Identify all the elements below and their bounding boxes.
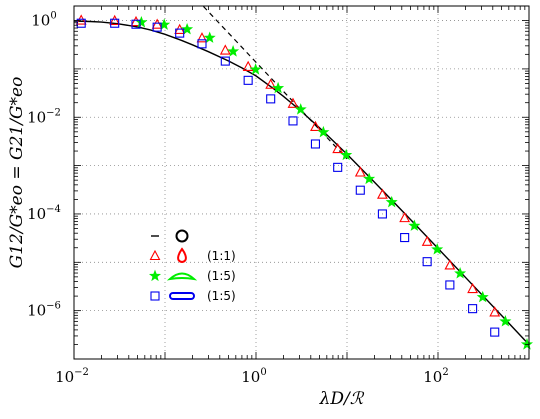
star-marker bbox=[476, 290, 489, 303]
square-marker bbox=[400, 233, 410, 243]
square-marker bbox=[243, 75, 253, 85]
legend-circle-shape bbox=[175, 229, 189, 243]
triangle-marker bbox=[399, 211, 411, 223]
triangle-marker bbox=[109, 14, 121, 26]
star-marker bbox=[520, 338, 534, 350]
legend-label: (1:5) bbox=[207, 269, 236, 283]
star-marker bbox=[317, 125, 330, 138]
star-marker bbox=[272, 81, 285, 94]
triangle-marker bbox=[242, 60, 254, 71]
square-marker bbox=[266, 94, 276, 104]
square-marker bbox=[175, 28, 185, 38]
legend-triangle-marker bbox=[149, 249, 161, 261]
legend: (1:1) (1:5) (1:5) bbox=[148, 229, 236, 303]
legend-label: (1:5) bbox=[207, 289, 236, 303]
x-tick-label: 100 bbox=[241, 367, 266, 386]
y-tick-label: 10−2 bbox=[27, 107, 61, 126]
star-marker bbox=[181, 22, 194, 35]
star-marker bbox=[249, 63, 262, 75]
triangle-marker bbox=[489, 306, 501, 317]
triangle-marker bbox=[332, 142, 344, 154]
square-marker bbox=[422, 257, 432, 267]
tick-labels: 10−2 100 102 100 10−2 10−4 10−6 bbox=[27, 11, 449, 386]
legend-label: (1:1) bbox=[207, 249, 236, 263]
star-marker bbox=[294, 103, 307, 115]
triangle-marker bbox=[421, 235, 433, 246]
y-tick-label: 100 bbox=[31, 11, 56, 30]
x-axis-label: λD/ℛ bbox=[319, 389, 365, 409]
triangle-marker bbox=[196, 32, 208, 43]
legend-drop-shape bbox=[177, 247, 187, 264]
star-marker bbox=[227, 45, 240, 57]
star-marker bbox=[363, 172, 376, 185]
square-marker bbox=[110, 18, 120, 28]
y-tick-label: 10−6 bbox=[27, 301, 61, 320]
triangle-marker bbox=[467, 282, 479, 294]
triangle-marker bbox=[75, 14, 87, 25]
square-marker bbox=[197, 39, 207, 49]
axes-frame bbox=[73, 5, 530, 360]
triangle-marker bbox=[265, 78, 277, 89]
theory-curve bbox=[74, 20, 529, 346]
square-marker bbox=[288, 116, 298, 126]
square-marker bbox=[377, 209, 387, 219]
square-marker bbox=[333, 162, 343, 172]
legend-lens-shape bbox=[166, 272, 198, 281]
x-tick-label: 10−2 bbox=[55, 367, 89, 386]
square-marker bbox=[152, 22, 162, 32]
square-marker bbox=[490, 327, 500, 337]
square-marker bbox=[220, 56, 230, 66]
triangle-marker bbox=[310, 120, 321, 132]
y-tick-label: 10−4 bbox=[27, 204, 61, 223]
square-marker bbox=[468, 304, 478, 314]
square-marker bbox=[445, 280, 455, 290]
y-axis-label: G12/G*eo = G21/G*eo bbox=[7, 77, 27, 269]
markers bbox=[75, 14, 534, 350]
legend-capsule-shape bbox=[169, 292, 195, 300]
legend-star-marker bbox=[148, 269, 162, 282]
ticks bbox=[73, 5, 529, 360]
curves bbox=[74, 6, 529, 346]
star-marker bbox=[385, 195, 398, 208]
x-tick-label: 102 bbox=[423, 367, 448, 386]
triangle-marker bbox=[354, 166, 366, 177]
triangle-marker bbox=[444, 259, 456, 270]
triangle-marker bbox=[287, 97, 299, 108]
square-marker bbox=[131, 19, 141, 29]
star-marker bbox=[340, 148, 353, 161]
star-marker bbox=[454, 267, 467, 279]
triangle-marker bbox=[151, 18, 163, 29]
square-marker bbox=[76, 18, 86, 28]
triangle-marker bbox=[377, 188, 388, 199]
star-marker bbox=[499, 315, 512, 327]
star-marker bbox=[408, 219, 421, 231]
grid bbox=[74, 6, 529, 359]
square-marker bbox=[310, 139, 320, 149]
square-marker bbox=[355, 185, 365, 195]
star-marker bbox=[431, 243, 444, 255]
legend-square-marker bbox=[150, 291, 160, 301]
star-marker bbox=[203, 31, 216, 43]
